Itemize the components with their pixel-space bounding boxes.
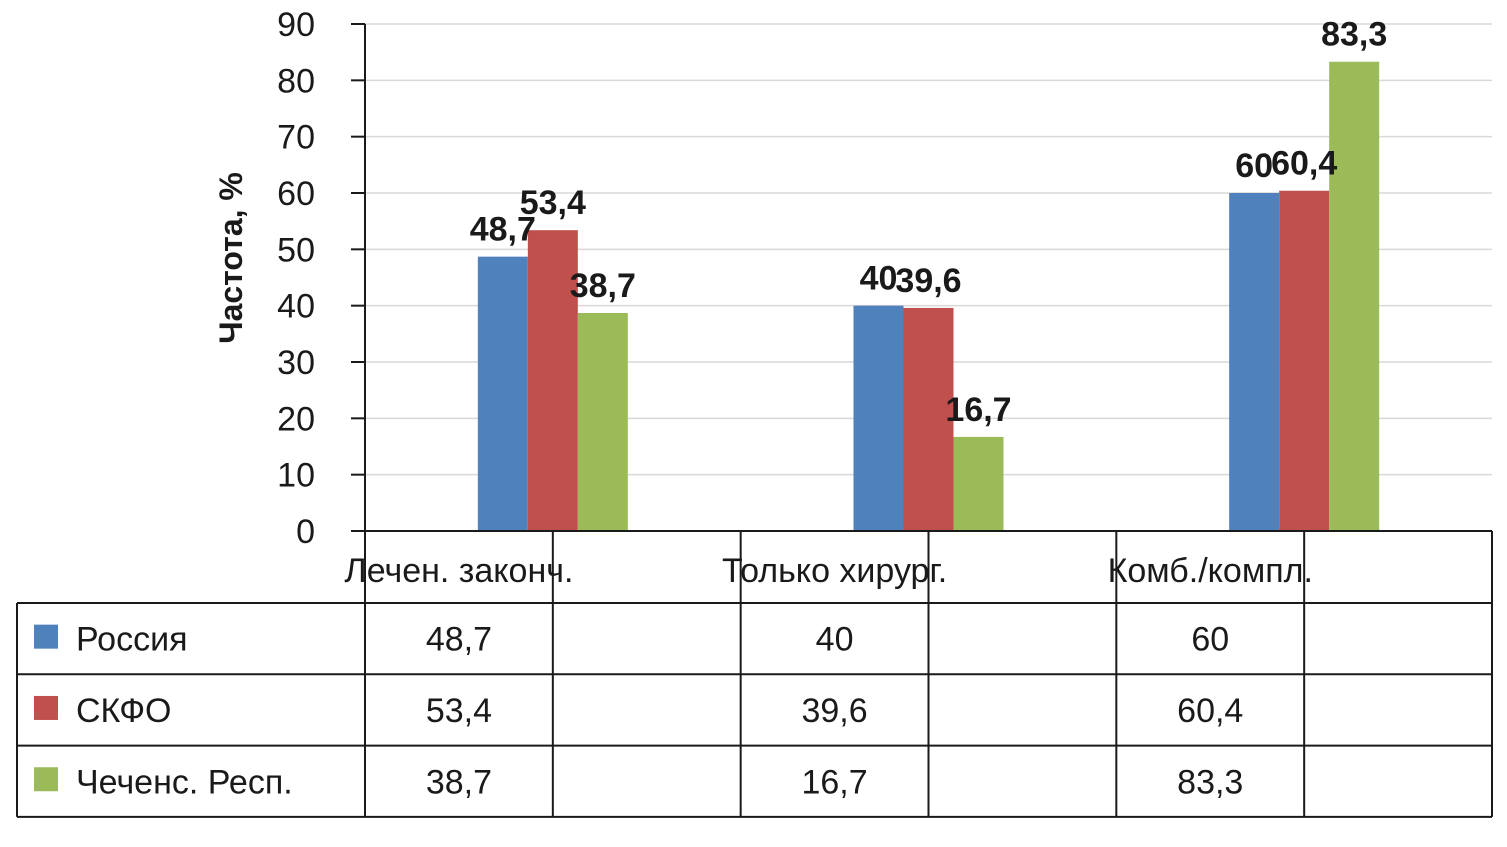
y-tick-label: 50	[277, 231, 315, 269]
table-value: 16,7	[801, 763, 867, 801]
series-name: Чеченс. Респ.	[76, 763, 293, 801]
category-label: Комб./компл.	[1108, 552, 1313, 590]
axes: 0 10 20 30 40 50 60 70 80 90	[277, 6, 366, 551]
data-table: Лечен. законч. Только хирург. Комб./компл.…	[16, 530, 1493, 818]
data-label: 39,6	[895, 262, 961, 300]
y-axis-label: Частота, %	[213, 172, 249, 344]
table-value: 60	[1191, 621, 1229, 659]
legend-swatch	[34, 767, 58, 792]
bar	[1329, 61, 1380, 531]
y-tick-label: 60	[277, 175, 315, 213]
table-value: 60,4	[1177, 692, 1243, 730]
data-label: 83,3	[1321, 16, 1387, 54]
y-tick-label: 0	[296, 513, 315, 551]
table-value: 48,7	[426, 621, 492, 659]
table-value: 53,4	[426, 692, 492, 730]
table-value: 83,3	[1177, 763, 1243, 801]
series-name: Россия	[76, 621, 188, 659]
bar	[477, 256, 528, 531]
data-label: 53,4	[520, 184, 586, 222]
data-label: 48,7	[470, 211, 536, 249]
y-tick-label: 70	[277, 119, 315, 157]
category-label: Лечен. законч.	[344, 552, 573, 590]
data-label: 40	[860, 260, 898, 298]
y-tick-label: 90	[277, 6, 315, 44]
y-tick-label: 40	[277, 288, 315, 326]
bar	[1229, 193, 1280, 531]
data-label: 60,4	[1271, 145, 1337, 183]
table-value: 38,7	[426, 763, 492, 801]
y-tick-label: 80	[277, 62, 315, 100]
y-tick-label: 20	[277, 400, 315, 438]
y-tick-label: 30	[277, 344, 315, 382]
bar	[577, 312, 628, 531]
series-name: СКФО	[76, 692, 172, 730]
category-label: Только хирург.	[722, 552, 947, 590]
data-label: 60	[1235, 147, 1273, 185]
table-value: 40	[816, 621, 854, 659]
y-tick-label: 10	[277, 457, 315, 495]
bar	[527, 230, 578, 531]
table-value: 39,6	[801, 692, 867, 730]
data-label: 16,7	[945, 391, 1011, 429]
data-label: 38,7	[570, 267, 636, 305]
legend-swatch	[34, 624, 58, 649]
bar	[903, 307, 954, 531]
bars	[477, 61, 1380, 531]
legend-swatch	[34, 695, 58, 720]
bar	[853, 305, 904, 531]
bar	[1279, 190, 1330, 531]
bar	[953, 436, 1004, 531]
